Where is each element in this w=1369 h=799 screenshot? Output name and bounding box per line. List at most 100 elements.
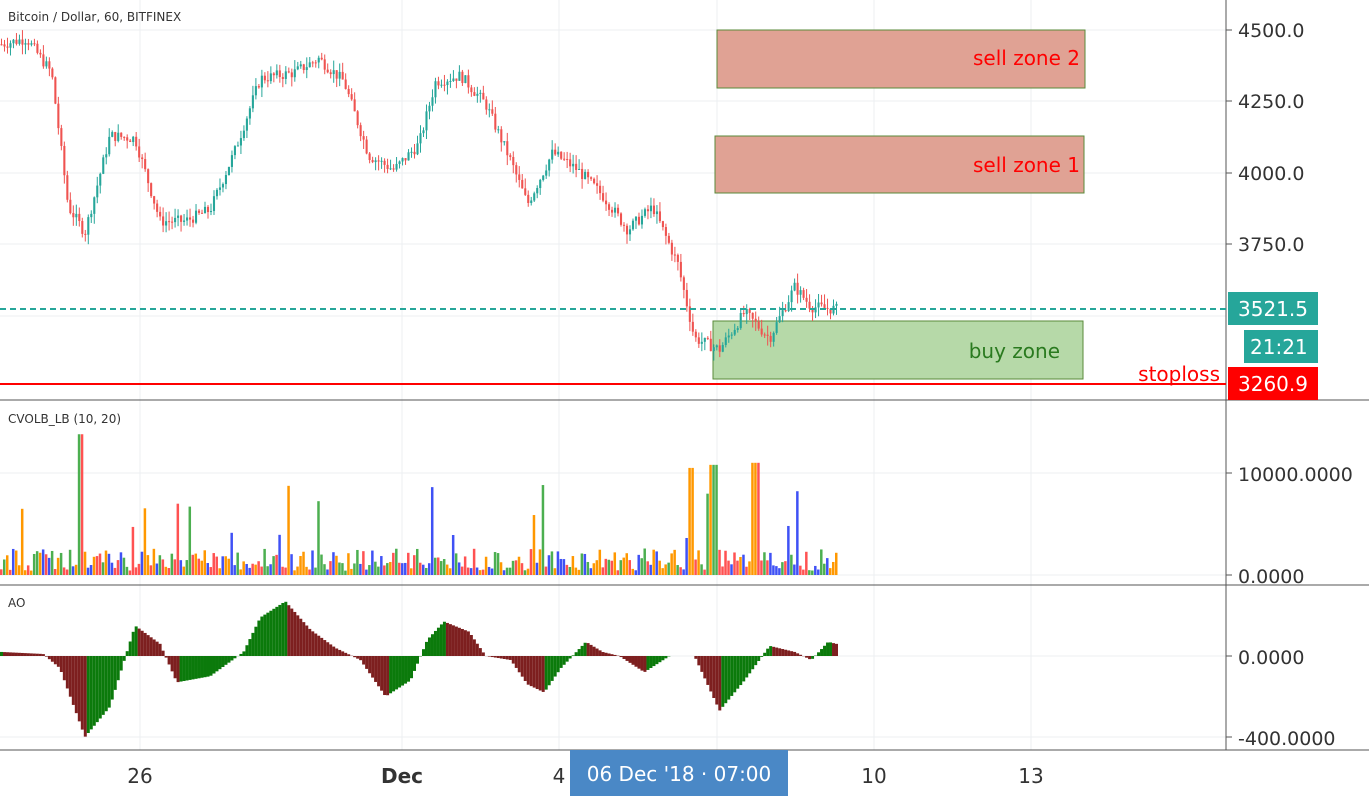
ao-bar — [341, 651, 345, 656]
candle-body — [15, 39, 18, 44]
volume-bar — [508, 567, 512, 575]
ao-bar — [68, 656, 72, 697]
candle-body — [183, 220, 186, 222]
candle-body — [700, 341, 703, 344]
volume-bar — [487, 566, 491, 575]
volume-bar — [23, 570, 27, 575]
volume-bar — [323, 564, 326, 575]
candle-body — [685, 289, 688, 307]
ao-bar — [481, 652, 485, 656]
volume-bar — [712, 464, 715, 575]
candle-body — [715, 345, 718, 348]
ao-bar — [655, 656, 659, 665]
ao-bar — [371, 656, 375, 678]
ao-bar — [230, 656, 234, 661]
ao-bar — [185, 656, 189, 681]
volume-bar — [547, 555, 551, 575]
volume-bar — [805, 551, 808, 575]
candle-body — [353, 99, 356, 112]
volume-bar — [74, 564, 78, 575]
ao-bar — [338, 649, 342, 656]
ao-bar — [427, 637, 431, 656]
candle-body — [120, 132, 123, 137]
ao-bar — [167, 656, 171, 665]
volume-bar — [305, 566, 308, 575]
volume-bar — [104, 550, 108, 575]
candle-body — [599, 185, 602, 194]
volume-bar — [769, 552, 772, 575]
candle-body — [467, 75, 470, 88]
ao-bar — [323, 640, 327, 656]
volume-bar — [694, 559, 697, 575]
sell-zone-2-box[interactable] — [716, 29, 1086, 89]
ao-bar — [62, 656, 66, 681]
candle-body — [745, 309, 748, 315]
price-axis[interactable]: 4500.0 4250.0 4000.0 3750.0 — [1226, 20, 1304, 256]
candle-body — [697, 337, 700, 344]
sell-zone-1-box[interactable] — [714, 135, 1085, 194]
ao-bar — [353, 656, 357, 658]
volume-bar — [257, 561, 260, 575]
candle-body — [590, 177, 593, 179]
ao-bar — [718, 656, 722, 711]
buy-zone-label: buy zone — [969, 339, 1060, 363]
candle-body — [374, 160, 377, 163]
volume-bar — [233, 565, 236, 575]
volume-bar — [26, 565, 30, 575]
ao-bar — [410, 656, 414, 679]
ao-bar — [424, 641, 428, 656]
ao-bar — [365, 656, 369, 669]
volume-bar — [589, 568, 593, 575]
candle-body — [736, 328, 739, 330]
volume-bar — [436, 557, 440, 575]
candle-body — [751, 312, 754, 319]
volume-bar — [407, 552, 410, 575]
candle-body — [162, 216, 165, 226]
volume-bar — [757, 462, 760, 575]
ao-bar — [215, 656, 219, 672]
candle-body — [542, 175, 545, 180]
ao-bar — [772, 646, 776, 656]
candle-body — [817, 302, 820, 308]
ao-bar — [556, 656, 560, 673]
volume-bar — [215, 556, 218, 575]
ao-bar — [80, 656, 84, 730]
candle-body — [317, 57, 320, 63]
candle-body — [712, 347, 715, 352]
ao-bar — [284, 601, 288, 656]
volume-bar — [565, 564, 569, 575]
volume-bar — [745, 566, 748, 575]
volume-bar — [413, 555, 416, 575]
candle-body — [63, 145, 66, 176]
candle-body — [706, 337, 709, 339]
stoploss-price-tag — [1228, 367, 1318, 400]
candle-body — [9, 43, 12, 48]
time-axis[interactable]: 26 Dec 4 10 13 — [127, 764, 1043, 788]
candle-body — [428, 105, 431, 112]
volume-bar — [11, 548, 15, 575]
price-tick: 4500.0 — [1238, 20, 1304, 42]
buy-zone-box[interactable] — [712, 320, 1084, 380]
volume-bar — [47, 557, 51, 575]
ao-bar — [712, 656, 716, 699]
volume-tick: 0.0000 — [1238, 566, 1304, 588]
volume-bar — [167, 568, 171, 575]
ao-bar — [356, 656, 360, 659]
ao-bar — [697, 656, 701, 666]
ao-bar — [2, 652, 6, 656]
ao-bar — [398, 656, 402, 688]
volume-bar — [421, 564, 425, 575]
volume-bar — [562, 559, 566, 575]
candle-body — [75, 213, 78, 218]
volume-bar — [526, 568, 530, 575]
candle-body — [757, 321, 760, 329]
candle-body — [380, 160, 383, 162]
volume-bar — [550, 551, 554, 575]
volume-bar — [317, 501, 320, 575]
candle-body — [703, 337, 706, 342]
candle-body — [84, 233, 87, 235]
candle-body — [485, 99, 488, 110]
candle-body — [802, 290, 805, 298]
ao-bar — [463, 630, 467, 656]
